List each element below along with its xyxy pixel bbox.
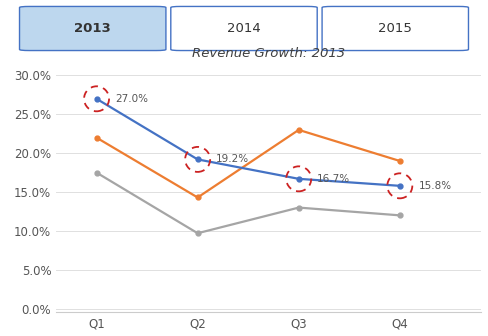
FancyBboxPatch shape (20, 6, 166, 50)
Text: 2015: 2015 (378, 22, 412, 35)
FancyBboxPatch shape (322, 6, 468, 50)
Text: 2013: 2013 (74, 22, 111, 35)
Text: 15.8%: 15.8% (418, 181, 451, 191)
Text: 27.0%: 27.0% (115, 94, 148, 104)
Text: 19.2%: 19.2% (216, 155, 249, 164)
FancyBboxPatch shape (171, 6, 317, 50)
Text: 2014: 2014 (227, 22, 261, 35)
Text: 16.7%: 16.7% (317, 174, 350, 184)
Title: Revenue Growth: 2013: Revenue Growth: 2013 (192, 47, 345, 60)
